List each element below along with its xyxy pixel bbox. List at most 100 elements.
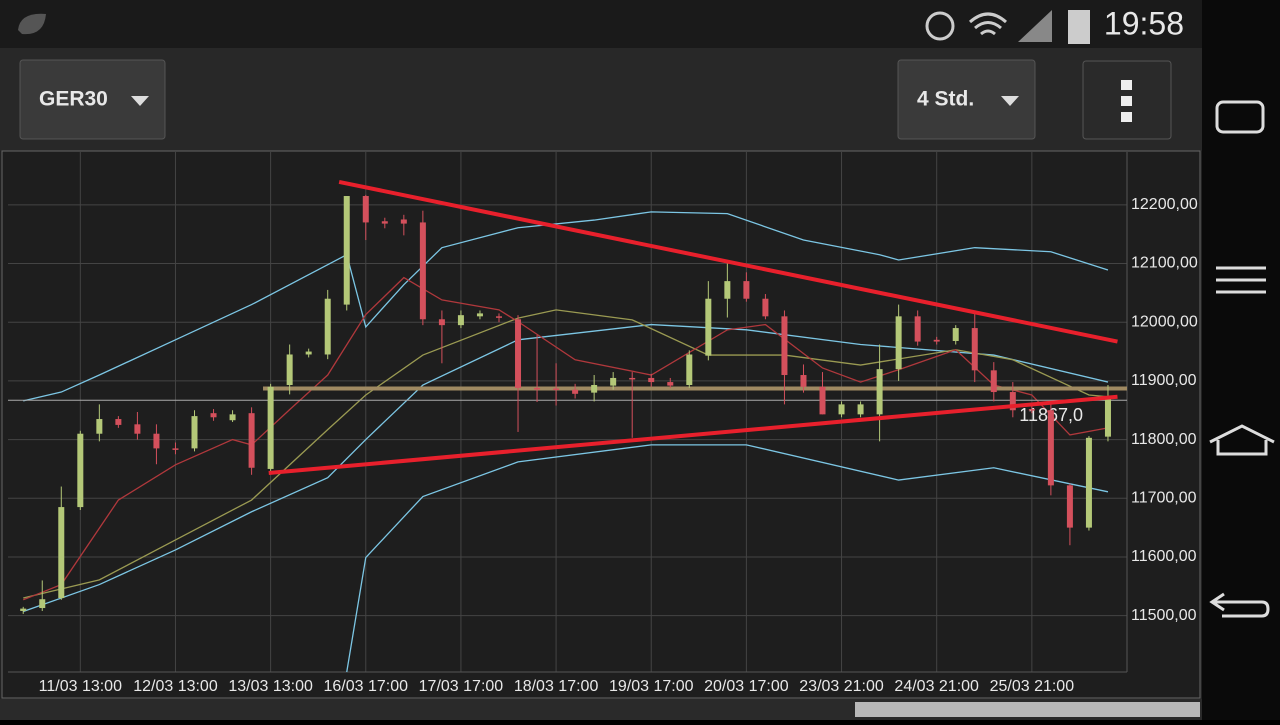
candle-body xyxy=(705,298,712,356)
dropdown-arrow xyxy=(131,96,149,106)
back-button[interactable] xyxy=(1209,592,1270,618)
candle-body xyxy=(134,424,141,434)
menu-dot xyxy=(1121,96,1132,106)
y-tick-label: 11700,00 xyxy=(1131,489,1197,506)
candle-body xyxy=(191,416,198,449)
candle-body xyxy=(781,316,788,376)
menu-dot xyxy=(1121,80,1132,90)
x-tick-label: 17/03 17:00 xyxy=(419,678,504,695)
timeframe-label: 4 Std. xyxy=(917,88,974,111)
x-tick-label: 20/03 17:00 xyxy=(704,678,789,695)
candle-body xyxy=(267,386,274,469)
candle-body xyxy=(39,599,46,609)
status-bar xyxy=(0,0,1202,48)
symbol-dropdown[interactable] xyxy=(19,59,166,140)
scroll-thumb[interactable] xyxy=(855,702,1200,717)
candle-body xyxy=(495,316,502,318)
candle-body xyxy=(515,319,522,388)
candle-body xyxy=(438,319,445,326)
candle-body xyxy=(990,370,997,393)
trendline xyxy=(338,179,1118,344)
y-tick-label: 11500,00 xyxy=(1131,607,1197,624)
qslide-button[interactable] xyxy=(1215,100,1265,134)
indicator-line xyxy=(346,444,1109,673)
battery-icon xyxy=(1068,10,1090,44)
y-tick-label: 11600,00 xyxy=(1131,548,1197,565)
clock: 19:58 xyxy=(1104,5,1184,41)
signal-icon xyxy=(1018,10,1052,42)
candle-body xyxy=(229,414,236,421)
candle-body xyxy=(20,608,27,611)
candle-body xyxy=(838,404,845,415)
candle-body xyxy=(1009,392,1016,411)
x-tick-label: 12/03 13:00 xyxy=(133,678,218,695)
candle-body xyxy=(610,377,617,386)
y-tick-label: 11900,00 xyxy=(1131,372,1197,389)
candle-body xyxy=(400,219,407,224)
candle-body xyxy=(248,413,255,468)
candle-body xyxy=(648,377,655,383)
candle-body xyxy=(819,386,826,415)
candle-body xyxy=(724,281,731,299)
x-tick-label: 25/03 21:00 xyxy=(990,678,1075,695)
candle-body xyxy=(210,413,217,418)
candle-body xyxy=(762,298,769,317)
candle-body xyxy=(800,375,807,387)
y-tick-label: 12200,00 xyxy=(1131,196,1198,213)
x-tick-label: 11/03 13:00 xyxy=(39,678,122,695)
menu-dot xyxy=(1121,112,1132,122)
candle-body xyxy=(58,507,65,599)
candle-body xyxy=(914,316,921,342)
candle-body xyxy=(534,387,541,390)
candle-body xyxy=(286,354,293,386)
candle-body xyxy=(591,385,598,393)
y-tick-label: 12100,00 xyxy=(1131,255,1198,272)
candle-body xyxy=(457,315,464,326)
dropdown-arrow xyxy=(1001,96,1019,106)
chart: 11500,00 11600,00 11700,00 11800,00 11900,00… xyxy=(8,152,1198,695)
candle-body xyxy=(629,377,636,380)
x-tick-label: 16/03 17:00 xyxy=(324,678,409,695)
candle-body xyxy=(572,389,579,394)
candle-body xyxy=(667,382,674,386)
app-icon xyxy=(18,13,46,35)
candle-body xyxy=(305,351,312,355)
home-button[interactable] xyxy=(1209,424,1275,456)
candle-body xyxy=(1085,437,1092,528)
x-tick-label: 23/03 21:00 xyxy=(799,678,884,695)
x-tick-label: 24/03 21:00 xyxy=(894,678,979,695)
indicator-line xyxy=(23,211,1109,402)
x-tick-label: 19/03 17:00 xyxy=(609,678,694,695)
candle-body xyxy=(172,448,179,450)
candle-body xyxy=(362,196,369,223)
candle-body xyxy=(77,433,84,508)
menu-nav-button[interactable] xyxy=(1216,266,1266,294)
chart-panel xyxy=(1,150,1201,699)
symbol-label: GER30 xyxy=(39,88,108,111)
candle-body xyxy=(343,196,350,305)
candle-body xyxy=(381,221,388,224)
candle-body xyxy=(419,222,426,320)
candle-body xyxy=(933,339,940,342)
candle-body xyxy=(153,433,160,449)
x-tick-label: 13/03 13:00 xyxy=(228,678,313,695)
alarm-icon xyxy=(925,11,955,41)
indicator-line xyxy=(23,323,1109,613)
candle-body xyxy=(476,313,483,317)
candle-body xyxy=(743,281,750,299)
timeframe-dropdown[interactable] xyxy=(897,59,1036,140)
candle-body xyxy=(115,419,122,425)
candle-body xyxy=(952,328,959,341)
candle-body xyxy=(1066,485,1073,528)
candle-body xyxy=(876,369,883,415)
candle-body xyxy=(857,404,864,415)
candle-body xyxy=(553,388,560,391)
x-tick-label: 18/03 17:00 xyxy=(514,678,599,695)
candle-body xyxy=(686,354,693,386)
candle-body xyxy=(96,419,103,434)
candle-body xyxy=(1047,410,1054,486)
trendline xyxy=(268,394,1118,476)
y-tick-label: 11800,00 xyxy=(1131,431,1197,448)
